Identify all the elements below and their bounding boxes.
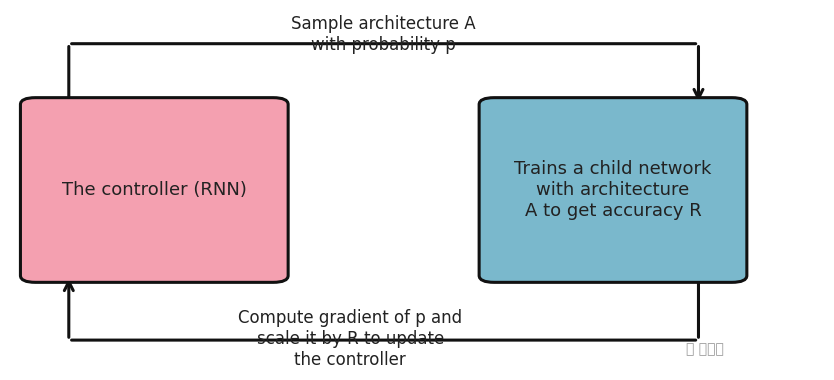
- FancyBboxPatch shape: [479, 98, 747, 282]
- FancyBboxPatch shape: [21, 98, 289, 282]
- Text: Trains a child network
with architecture
A to get accuracy R: Trains a child network with architecture…: [515, 160, 711, 220]
- Text: Sample architecture A
with probability p: Sample architecture A with probability p: [291, 15, 476, 54]
- Text: ㏒ 量子位: ㏒ 量子位: [686, 343, 724, 356]
- Text: The controller (RNN): The controller (RNN): [62, 181, 247, 199]
- Text: Compute gradient of p and
scale it by R to update
the controller: Compute gradient of p and scale it by R …: [239, 309, 462, 369]
